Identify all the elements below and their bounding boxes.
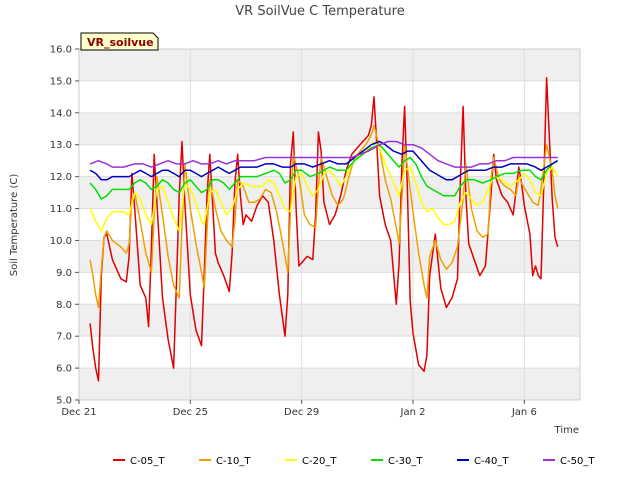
y-tick-label: 6.0	[56, 364, 72, 375]
chart-title: VR SoilVue C Temperature	[235, 4, 404, 19]
legend-label: C-50_T	[560, 456, 595, 467]
plot-band	[79, 240, 580, 273]
site-label-box: VR_soilvue	[80, 32, 159, 51]
plot-background	[79, 49, 580, 400]
y-tick-label: 16.0	[50, 45, 72, 56]
y-tick-label: 7.0	[56, 332, 72, 343]
y-tick-label: 9.0	[56, 268, 72, 279]
legend-label: C-20_T	[302, 456, 337, 467]
plot-band	[79, 112, 580, 145]
legend: C-05_T C-10_T C-20_T C-30_T C-40_T C-50_T	[113, 456, 595, 467]
x-tick-label: Dec 29	[284, 407, 319, 418]
plot-border	[78, 48, 581, 401]
y-tick-label: 15.0	[50, 76, 72, 87]
y-tick-label: 5.0	[56, 396, 72, 407]
series-line-c-20-t	[89, 140, 559, 232]
y-tick-label: 11.0	[50, 204, 72, 215]
series-lines	[89, 76, 559, 382]
legend-label: C-05_T	[130, 456, 165, 467]
y-tick-label: 10.0	[50, 236, 72, 247]
legend-label: C-30_T	[388, 456, 423, 467]
plot-band	[79, 304, 580, 337]
axes: 5.0 6.0 7.0 8.0 9.0 10.0 11.0 12.0 13.0 14.0 15.0 1…	[50, 45, 581, 418]
legend-label: C-40_T	[474, 456, 509, 467]
plot-band	[79, 49, 580, 81]
y-tick-label: 12.0	[50, 172, 72, 183]
series-line-c-50-t	[89, 140, 558, 168]
x-tick-label: Dec 21	[61, 407, 96, 418]
series-line-c-30-t	[89, 143, 559, 200]
x-tick-label: Jan 2	[400, 407, 426, 418]
y-tick-label: 13.0	[50, 140, 72, 151]
y-tick-label: 8.0	[56, 300, 72, 311]
x-tick-label: Dec 25	[173, 407, 208, 418]
site-label-background	[80, 32, 159, 51]
plot-band	[79, 368, 580, 400]
legend-label: C-10_T	[216, 456, 251, 467]
site-label: VR_soilvue	[87, 36, 154, 49]
x-tick-label: Jan 6	[511, 407, 537, 418]
y-axis-label: Soil Temperature (C)	[9, 174, 20, 277]
y-tick-label: 14.0	[50, 108, 72, 119]
x-axis-label: Time	[554, 425, 579, 436]
series-line-c-40-t	[89, 140, 559, 181]
